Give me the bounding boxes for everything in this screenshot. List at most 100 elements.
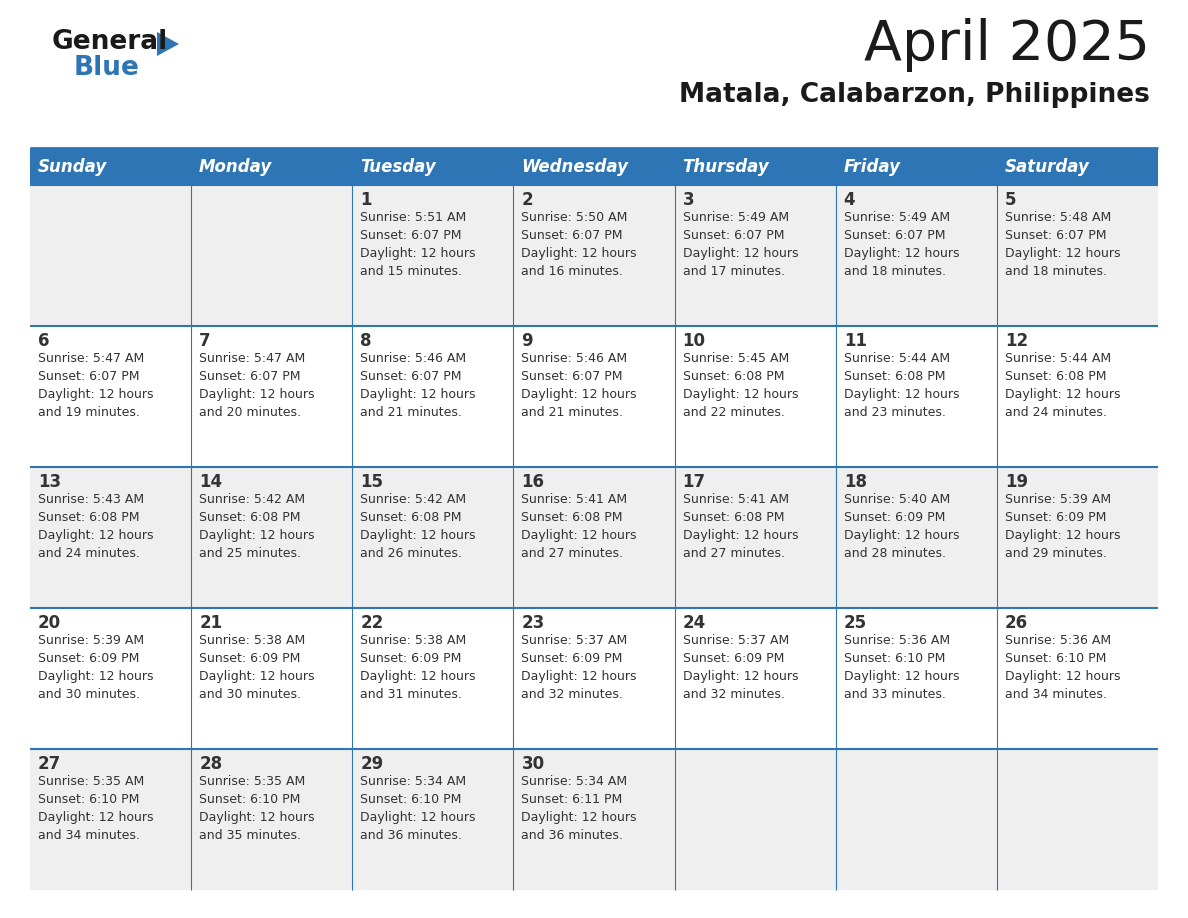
Text: 4: 4 (843, 191, 855, 209)
Text: Sunrise: 5:48 AM: Sunrise: 5:48 AM (1005, 211, 1111, 224)
Bar (997, 608, 1158, 749)
Text: Daylight: 12 hours: Daylight: 12 hours (200, 388, 315, 401)
Bar (191, 148, 353, 185)
Text: Sunrise: 5:42 AM: Sunrise: 5:42 AM (360, 493, 467, 506)
Text: Sunrise: 5:44 AM: Sunrise: 5:44 AM (843, 352, 950, 365)
Text: Daylight: 12 hours: Daylight: 12 hours (522, 388, 637, 401)
Bar (30, 148, 191, 185)
Text: and 20 minutes.: and 20 minutes. (200, 406, 301, 419)
Text: Sunrise: 5:34 AM: Sunrise: 5:34 AM (360, 775, 467, 788)
Text: Sunrise: 5:39 AM: Sunrise: 5:39 AM (1005, 493, 1111, 506)
Text: 8: 8 (360, 332, 372, 350)
Text: and 24 minutes.: and 24 minutes. (38, 547, 140, 560)
Text: 11: 11 (843, 332, 867, 350)
Text: Sunrise: 5:49 AM: Sunrise: 5:49 AM (683, 211, 789, 224)
Text: and 34 minutes.: and 34 minutes. (1005, 688, 1107, 701)
Text: Sunrise: 5:35 AM: Sunrise: 5:35 AM (200, 775, 305, 788)
Text: Daylight: 12 hours: Daylight: 12 hours (200, 529, 315, 542)
Bar (191, 185, 353, 326)
Text: 30: 30 (522, 755, 544, 773)
Text: Sunrise: 5:34 AM: Sunrise: 5:34 AM (522, 775, 627, 788)
Text: and 25 minutes.: and 25 minutes. (200, 547, 301, 560)
Text: Daylight: 12 hours: Daylight: 12 hours (38, 388, 153, 401)
Text: and 16 minutes.: and 16 minutes. (522, 265, 624, 278)
Text: Sunset: 6:09 PM: Sunset: 6:09 PM (1005, 511, 1106, 524)
Text: and 17 minutes.: and 17 minutes. (683, 265, 784, 278)
Text: Daylight: 12 hours: Daylight: 12 hours (522, 811, 637, 824)
Bar (835, 185, 997, 326)
Text: Sunset: 6:07 PM: Sunset: 6:07 PM (360, 229, 462, 242)
Text: 25: 25 (843, 614, 867, 632)
Text: 27: 27 (38, 755, 62, 773)
Text: and 26 minutes.: and 26 minutes. (360, 547, 462, 560)
Text: Sunrise: 5:37 AM: Sunrise: 5:37 AM (522, 634, 627, 647)
Text: 23: 23 (522, 614, 544, 632)
Text: Sunset: 6:09 PM: Sunset: 6:09 PM (683, 652, 784, 665)
Text: and 34 minutes.: and 34 minutes. (38, 829, 140, 842)
Bar (997, 749, 1158, 890)
Text: 29: 29 (360, 755, 384, 773)
Text: 16: 16 (522, 473, 544, 491)
Text: Sunrise: 5:51 AM: Sunrise: 5:51 AM (360, 211, 467, 224)
Text: Daylight: 12 hours: Daylight: 12 hours (1005, 670, 1120, 683)
Text: Sunrise: 5:37 AM: Sunrise: 5:37 AM (683, 634, 789, 647)
Text: Daylight: 12 hours: Daylight: 12 hours (38, 529, 153, 542)
Text: 13: 13 (38, 473, 61, 491)
Text: Sunrise: 5:42 AM: Sunrise: 5:42 AM (200, 493, 305, 506)
Text: 5: 5 (1005, 191, 1017, 209)
Text: Sunset: 6:08 PM: Sunset: 6:08 PM (843, 370, 946, 383)
Text: General: General (52, 29, 169, 55)
Polygon shape (157, 32, 179, 56)
Text: Sunrise: 5:46 AM: Sunrise: 5:46 AM (360, 352, 467, 365)
Text: Daylight: 12 hours: Daylight: 12 hours (843, 247, 959, 260)
Text: Sunset: 6:10 PM: Sunset: 6:10 PM (1005, 652, 1106, 665)
Bar (30, 185, 191, 326)
Bar (675, 148, 835, 185)
Text: Daylight: 12 hours: Daylight: 12 hours (683, 529, 798, 542)
Text: Daylight: 12 hours: Daylight: 12 hours (1005, 247, 1120, 260)
Bar (513, 326, 675, 467)
Text: and 22 minutes.: and 22 minutes. (683, 406, 784, 419)
Text: and 27 minutes.: and 27 minutes. (683, 547, 784, 560)
Text: and 36 minutes.: and 36 minutes. (522, 829, 624, 842)
Text: and 19 minutes.: and 19 minutes. (38, 406, 140, 419)
Bar (835, 326, 997, 467)
Text: 21: 21 (200, 614, 222, 632)
Text: Sunset: 6:08 PM: Sunset: 6:08 PM (38, 511, 139, 524)
Text: 3: 3 (683, 191, 694, 209)
Text: Daylight: 12 hours: Daylight: 12 hours (1005, 388, 1120, 401)
Text: and 27 minutes.: and 27 minutes. (522, 547, 624, 560)
Bar (513, 148, 675, 185)
Bar (191, 749, 353, 890)
Text: Sunset: 6:07 PM: Sunset: 6:07 PM (683, 229, 784, 242)
Bar (513, 608, 675, 749)
Text: Daylight: 12 hours: Daylight: 12 hours (843, 670, 959, 683)
Text: and 15 minutes.: and 15 minutes. (360, 265, 462, 278)
Text: and 21 minutes.: and 21 minutes. (522, 406, 624, 419)
Text: Daylight: 12 hours: Daylight: 12 hours (683, 670, 798, 683)
Bar (835, 608, 997, 749)
Text: Sunset: 6:07 PM: Sunset: 6:07 PM (522, 370, 623, 383)
Text: Daylight: 12 hours: Daylight: 12 hours (522, 247, 637, 260)
Bar (513, 185, 675, 326)
Text: Daylight: 12 hours: Daylight: 12 hours (360, 670, 475, 683)
Text: Sunrise: 5:44 AM: Sunrise: 5:44 AM (1005, 352, 1111, 365)
Text: Daylight: 12 hours: Daylight: 12 hours (683, 388, 798, 401)
Bar (675, 185, 835, 326)
Bar (997, 326, 1158, 467)
Text: Sunset: 6:07 PM: Sunset: 6:07 PM (843, 229, 946, 242)
Text: Monday: Monday (200, 158, 272, 175)
Bar (835, 749, 997, 890)
Text: 6: 6 (38, 332, 50, 350)
Text: Friday: Friday (843, 158, 901, 175)
Text: Sunrise: 5:36 AM: Sunrise: 5:36 AM (843, 634, 950, 647)
Text: Sunset: 6:10 PM: Sunset: 6:10 PM (843, 652, 946, 665)
Text: Wednesday: Wednesday (522, 158, 628, 175)
Text: and 36 minutes.: and 36 minutes. (360, 829, 462, 842)
Text: April 2025: April 2025 (864, 18, 1150, 72)
Text: Daylight: 12 hours: Daylight: 12 hours (200, 670, 315, 683)
Bar (997, 148, 1158, 185)
Text: Sunset: 6:08 PM: Sunset: 6:08 PM (522, 511, 623, 524)
Bar (353, 749, 513, 890)
Text: Sunrise: 5:38 AM: Sunrise: 5:38 AM (200, 634, 305, 647)
